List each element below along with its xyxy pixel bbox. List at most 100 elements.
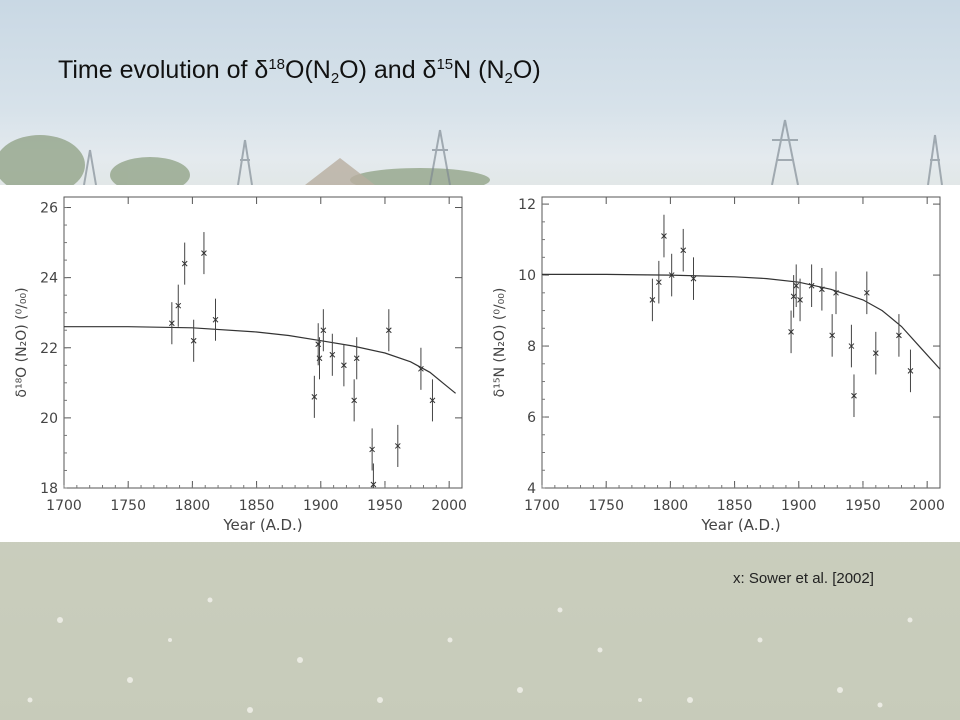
d15n-data-point [788,310,794,354]
d18o-data-point [168,302,175,345]
d18o-marker-x [201,250,207,256]
d15n-xtick-label: 1800 [653,498,689,514]
d18o-yaxis-label: δ¹⁸O (N₂O) (⁰/₀₀) [14,287,30,397]
d15n-data-point [655,260,662,304]
d15n-marker-x [829,332,836,339]
d18o-xtick-label: 1850 [239,498,275,514]
d15n-ytick-label: 6 [527,410,536,426]
d18o-xtick-label: 1800 [175,498,211,514]
d18o-data-point [353,337,360,380]
d15n-xtick-label: 1850 [717,498,753,514]
d18o-ytick-label: 26 [40,201,58,217]
d18o-plot-frame [63,196,463,489]
d18o-marker-x [190,337,197,344]
d15n-marker-x [863,289,870,296]
d15n-marker-x [819,286,825,293]
delta18o-chart-panel: 1700 1750 1800 1850 1900 1950 2000 18 20 22 24 26 Ye… [0,185,480,542]
d18o-model-curve [64,326,456,394]
d15n-marker-x [649,297,656,303]
d18o-marker-x [181,260,188,267]
d18o-data-point [369,428,375,471]
d18o-data-point [181,242,188,285]
d15n-data-point [661,214,667,258]
d18o-marker-x [316,355,323,362]
d18o-marker-x [394,443,401,449]
d15n-marker-x [793,282,800,289]
d15n-marker-x [907,368,914,374]
d15n-data-point [833,271,839,315]
d18o-marker-x [351,397,358,404]
d18o-data-point [329,333,336,376]
d15n-marker-x [896,332,902,339]
d15n-marker-x [788,329,794,335]
d15n-marker-x [661,233,667,239]
d18o-xtick-label: 2000 [431,498,467,514]
d15n-xtick-label: 2000 [909,498,945,514]
d18o-marker-x [320,327,327,334]
d18o-ytick-label: 22 [40,341,58,357]
title-prefix: Time evolution of δ [58,56,269,84]
d15n-ytick-label: 10 [518,268,536,284]
d15n-data-point [872,331,879,375]
d18o-marker-x [329,351,336,358]
d15n-marker-x [690,275,697,282]
d15n-model-curve [542,273,941,370]
d18o-ytick-label: 18 [40,481,58,497]
d18o-data-point [212,298,219,341]
d15n-marker-x [808,282,815,289]
d18o-data-point [175,284,182,327]
d18o-data-point [370,463,377,488]
d15n-marker-x [797,297,803,303]
d18o-data-point [201,232,207,275]
d15n-data-point [808,264,815,308]
d15n-marker-x [655,279,662,286]
d15n-marker-x [872,350,879,356]
title-sup-15: 15 [436,56,454,73]
d18o-data-point [190,319,197,362]
d15n-data-point [797,278,803,322]
title-sup-18: 18 [268,56,285,73]
d18o-data-point [351,379,358,422]
delta15n-chart-panel: 1700 1750 1800 1850 1900 1950 2000 4 6 8 10 12 Year … [480,185,960,542]
d15n-data-point [790,275,797,318]
d15n-data-point [680,228,687,272]
slide-title: Time evolution of δ18O(N2O) and δ15N (N2… [58,56,541,87]
d15n-marker-x [668,272,675,278]
d15n-plot-frame [541,196,941,489]
d18o-data-point [394,424,401,467]
d15n-data-point [851,374,857,418]
title-sub-2b: 2 [504,70,513,87]
d18o-marker-x [175,302,182,309]
d15n-yaxis-label: δ¹⁵N (N₂O) (⁰/₀₀) [492,288,508,398]
d15n-xtick-label: 1900 [781,498,817,514]
d15n-data-point [863,271,870,315]
d18o-data-point [320,309,327,352]
citation-note: x: Sower et al. [2002] [733,570,874,587]
d18o-data-point [311,375,318,418]
d15n-xtick-label: 1950 [845,498,881,514]
d15n-data-point [819,267,825,311]
d18o-xtick-label: 1950 [367,498,403,514]
d18o-xtick-label: 1750 [110,498,146,514]
d18o-marker-x [353,355,360,362]
d18o-marker-x [429,397,436,404]
d15n-xtick-label: 1750 [588,498,624,514]
d18o-marker-x [168,320,175,327]
d18o-xaxis-label: Year (A.D.) [222,516,302,534]
title-part5: O) [512,56,541,84]
d18o-data-point [429,379,436,422]
d18o-marker-x [212,316,219,323]
d18o-marker-x [385,327,392,334]
delta18o-chart: 1700 1750 1800 1850 1900 1950 2000 18 20 22 24 26 Ye… [14,196,467,534]
d15n-marker-x [851,392,857,399]
d18o-data-point [385,309,392,352]
title-part3: O) and δ [339,56,437,84]
d15n-marker-x [833,289,839,296]
d15n-xaxis-label: Year (A.D.) [700,516,780,534]
d15n-data-point [829,314,836,357]
d18o-data-point [418,347,424,390]
d18o-marker-x [418,365,424,372]
d18o-marker-x [341,362,347,369]
d18o-marker-x [370,481,377,488]
